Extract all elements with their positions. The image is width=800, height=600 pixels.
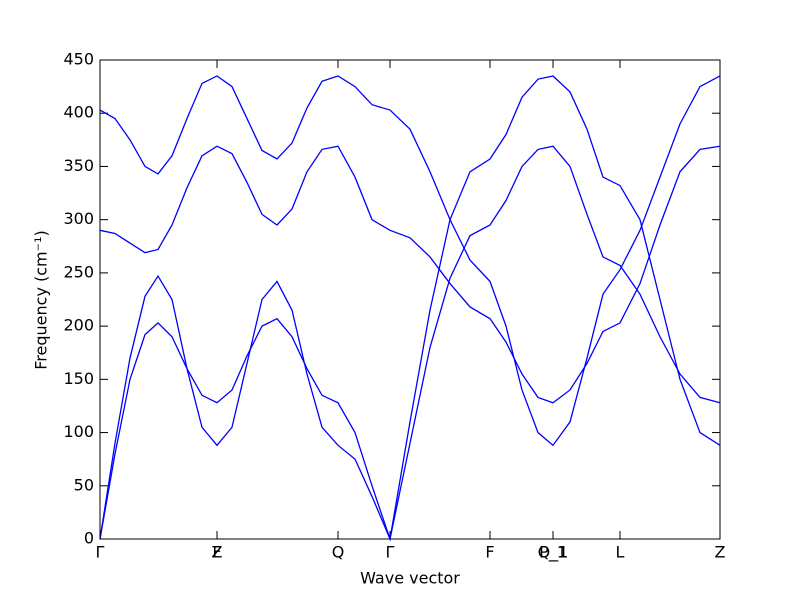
band-line (99, 75, 721, 542)
x-tick-label: F (485, 543, 494, 562)
y-axis-label: Frequency (cm⁻¹) (32, 230, 51, 369)
x-tick-label: Z (212, 543, 223, 562)
x-axis-label: Wave vector (360, 569, 460, 588)
y-tick-label: 300 (63, 209, 94, 228)
x-tick-label: L (616, 543, 625, 562)
y-tick-label: 350 (63, 156, 94, 175)
y-tick-label: 450 (63, 50, 94, 69)
x-tick-label: F (212, 543, 221, 562)
x-tick-label: Γ (386, 543, 395, 562)
y-tick-label: 0 (84, 529, 94, 548)
y-tick-label: 50 (74, 475, 94, 494)
y-tick-label: 200 (63, 316, 94, 335)
band-line (99, 145, 721, 542)
band-line (99, 75, 721, 447)
y-tick-label: 250 (63, 262, 94, 281)
x-tick-label: P_1 (539, 543, 567, 563)
band-line (99, 145, 721, 404)
x-tick-label: Z (715, 543, 726, 562)
x-tick-label: Q (332, 543, 345, 562)
y-tick-label: 100 (63, 422, 94, 441)
x-tick-label: Γ (96, 543, 105, 562)
plot-frame (99, 59, 721, 540)
x-tick-label: Q_1 (538, 543, 569, 563)
y-tick-label: 400 (63, 103, 94, 122)
y-tick-label: 150 (63, 369, 94, 388)
